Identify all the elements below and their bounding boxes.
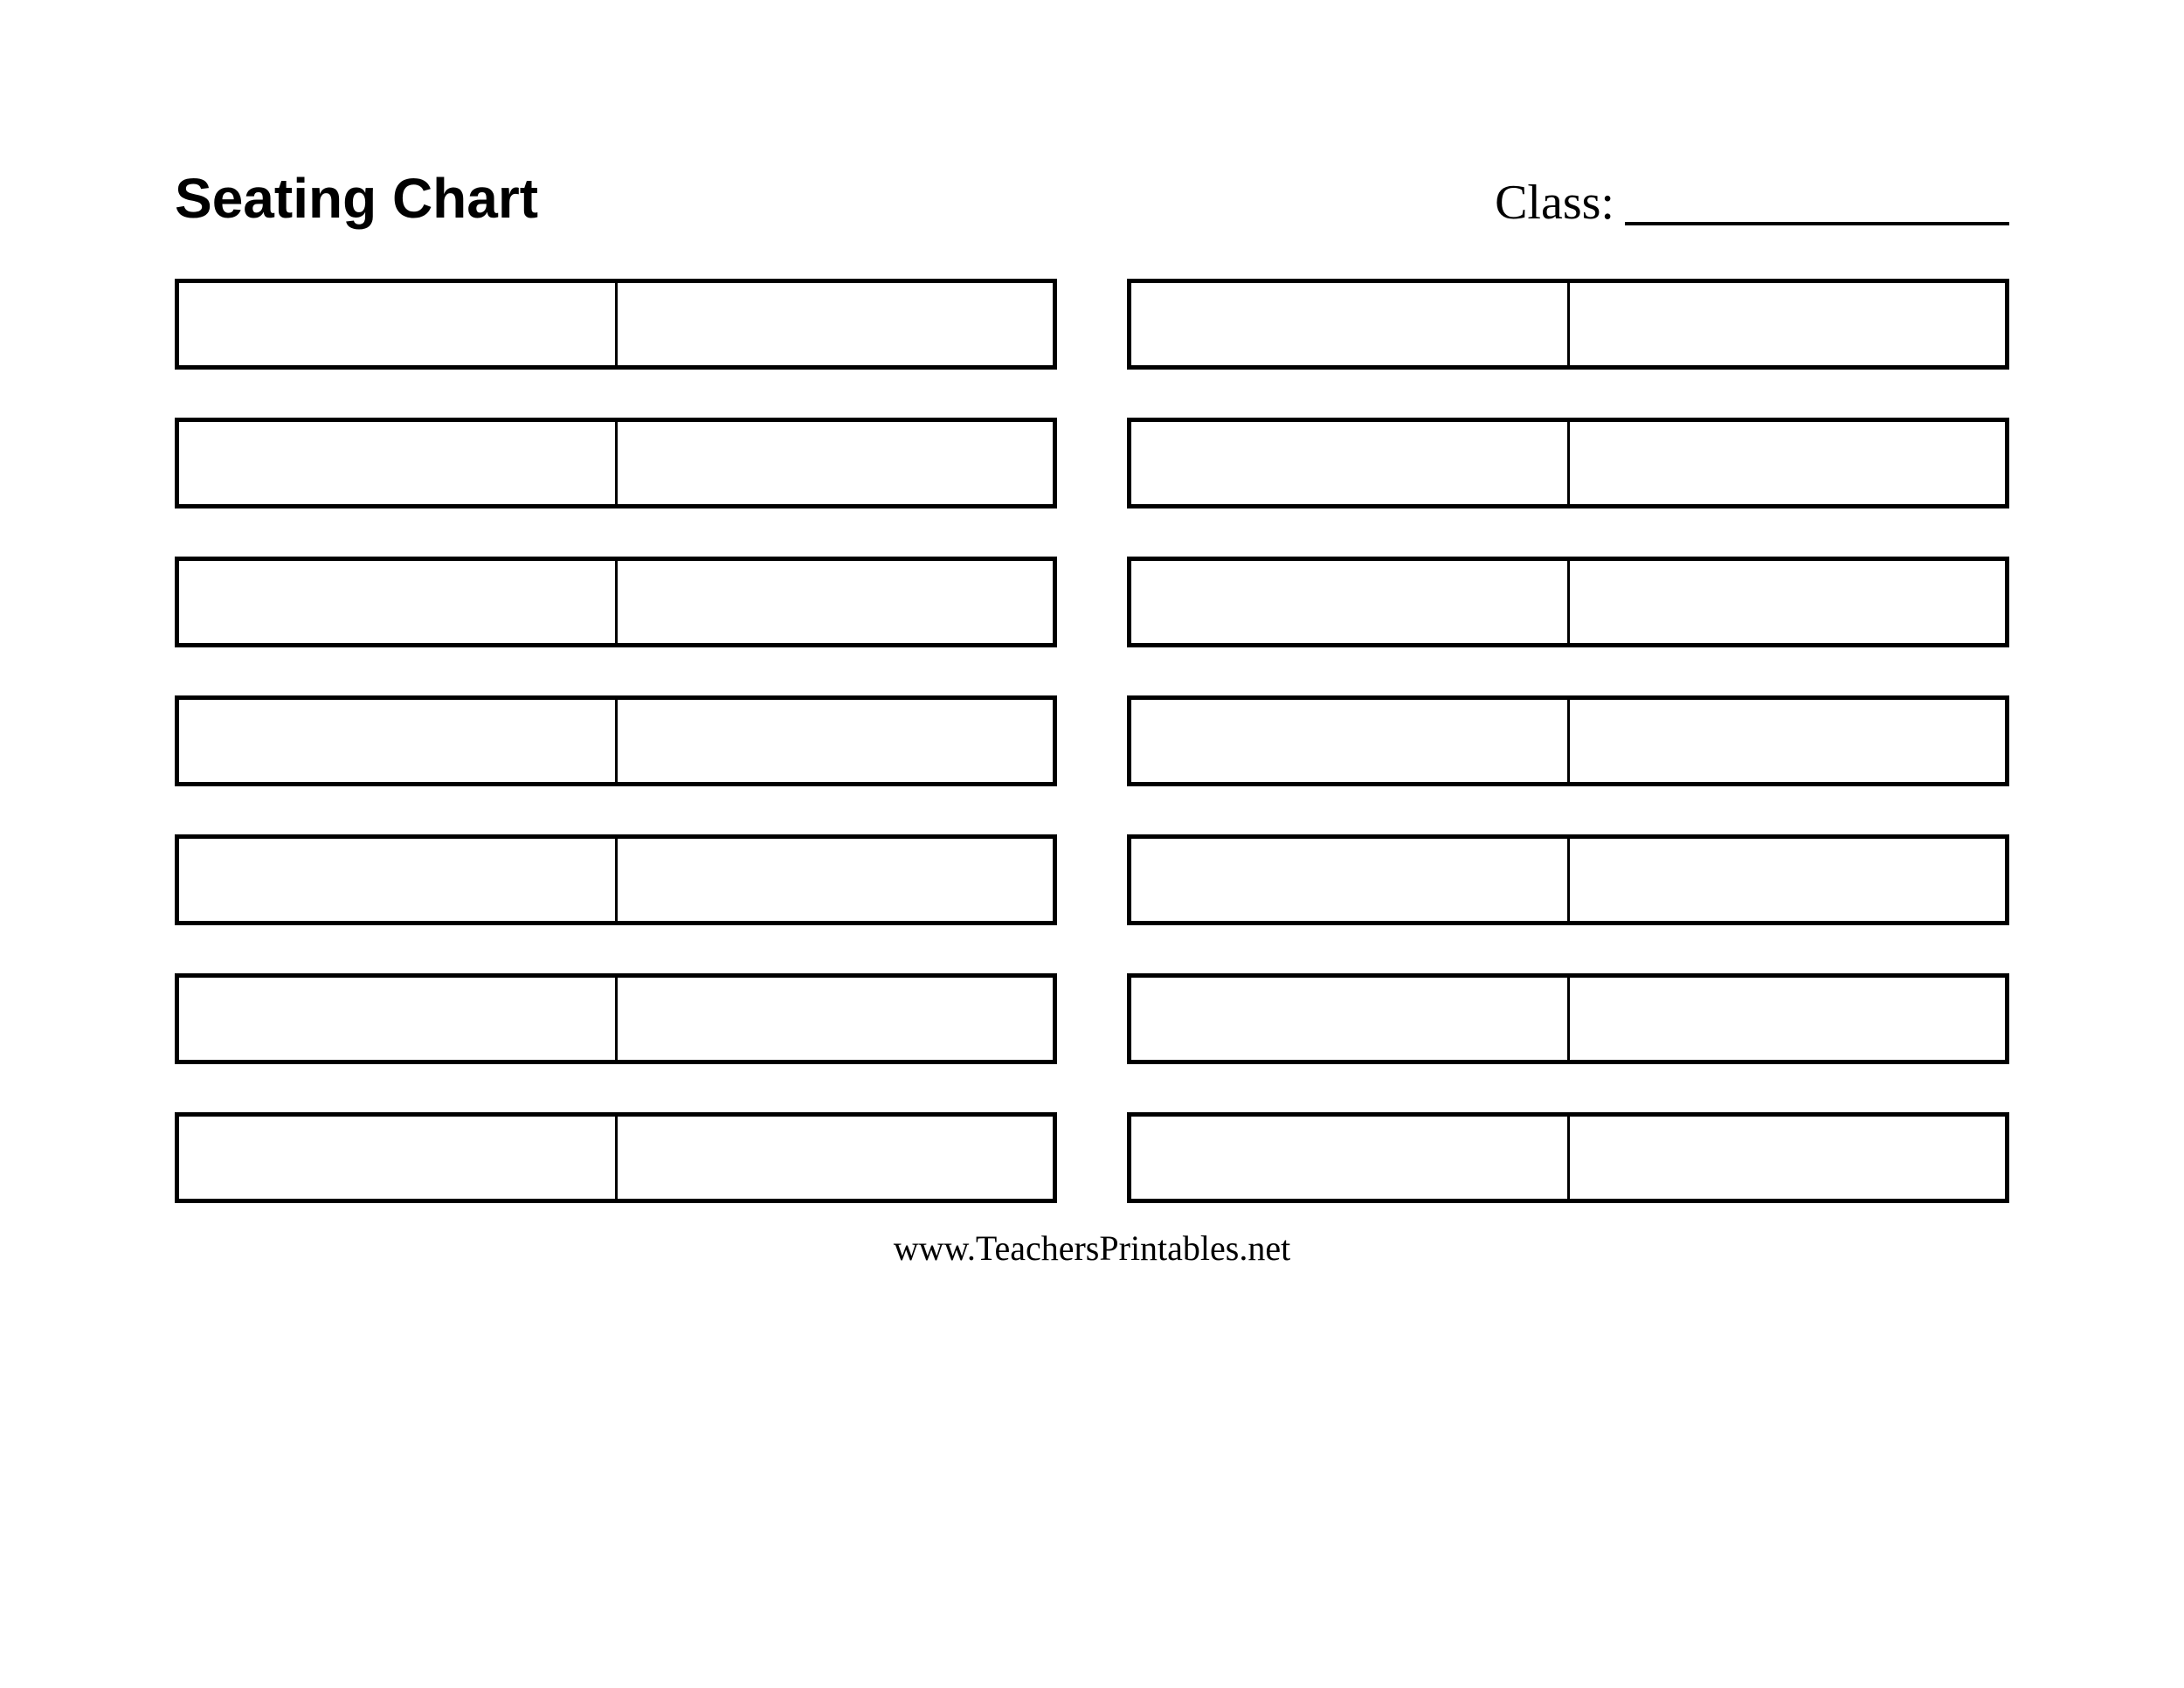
seating-grid (175, 279, 2009, 1203)
seat-cell[interactable] (1570, 422, 2006, 504)
desk-row (175, 973, 1057, 1064)
class-input-line[interactable] (1625, 222, 2009, 225)
desk-row (175, 695, 1057, 786)
seat-cell[interactable] (1131, 978, 1570, 1060)
seat-cell[interactable] (618, 700, 1054, 782)
seat-cell[interactable] (618, 978, 1054, 1060)
header: Seating Chart Class: (175, 166, 2009, 231)
desk-row (1127, 1112, 2009, 1203)
desk-row (175, 1112, 1057, 1203)
seat-cell[interactable] (1131, 700, 1570, 782)
seat-cell[interactable] (1131, 283, 1570, 365)
footer-url: www.TeachersPrintables.net (0, 1228, 2184, 1269)
class-label: Class: (1495, 175, 1614, 231)
seat-cell[interactable] (1570, 561, 2006, 643)
desk-row (1127, 418, 2009, 508)
seat-cell[interactable] (1570, 283, 2006, 365)
seat-cell[interactable] (1131, 1117, 1570, 1199)
seat-cell[interactable] (179, 1117, 618, 1199)
page-title: Seating Chart (175, 166, 538, 231)
right-column (1127, 279, 2009, 1203)
seat-cell[interactable] (179, 700, 618, 782)
seat-cell[interactable] (179, 422, 618, 504)
seat-cell[interactable] (1131, 561, 1570, 643)
desk-row (1127, 557, 2009, 647)
seat-cell[interactable] (179, 283, 618, 365)
class-field: Class: (1495, 175, 2009, 231)
seat-cell[interactable] (1131, 839, 1570, 921)
seat-cell[interactable] (618, 283, 1054, 365)
seat-cell[interactable] (1570, 978, 2006, 1060)
seat-cell[interactable] (618, 422, 1054, 504)
desk-row (175, 279, 1057, 370)
seat-cell[interactable] (1570, 839, 2006, 921)
seat-cell[interactable] (618, 839, 1054, 921)
left-column (175, 279, 1057, 1203)
desk-row (1127, 695, 2009, 786)
desk-row (175, 418, 1057, 508)
seat-cell[interactable] (1570, 700, 2006, 782)
seat-cell[interactable] (618, 1117, 1054, 1199)
seat-cell[interactable] (1131, 422, 1570, 504)
seat-cell[interactable] (1570, 1117, 2006, 1199)
desk-row (1127, 834, 2009, 925)
seat-cell[interactable] (179, 839, 618, 921)
desk-row (175, 834, 1057, 925)
desk-row (1127, 279, 2009, 370)
seat-cell[interactable] (618, 561, 1054, 643)
seat-cell[interactable] (179, 561, 618, 643)
seating-chart-page: Seating Chart Class: (0, 0, 2184, 1203)
desk-row (1127, 973, 2009, 1064)
seat-cell[interactable] (179, 978, 618, 1060)
desk-row (175, 557, 1057, 647)
